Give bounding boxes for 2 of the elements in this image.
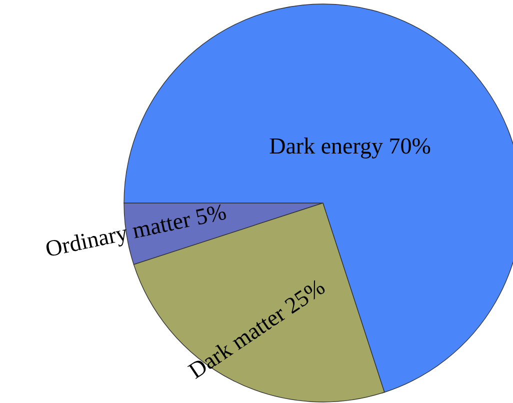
slice-label: Dark energy 70% bbox=[269, 133, 431, 158]
slice-label: Ordinary matter 5% bbox=[43, 199, 228, 262]
